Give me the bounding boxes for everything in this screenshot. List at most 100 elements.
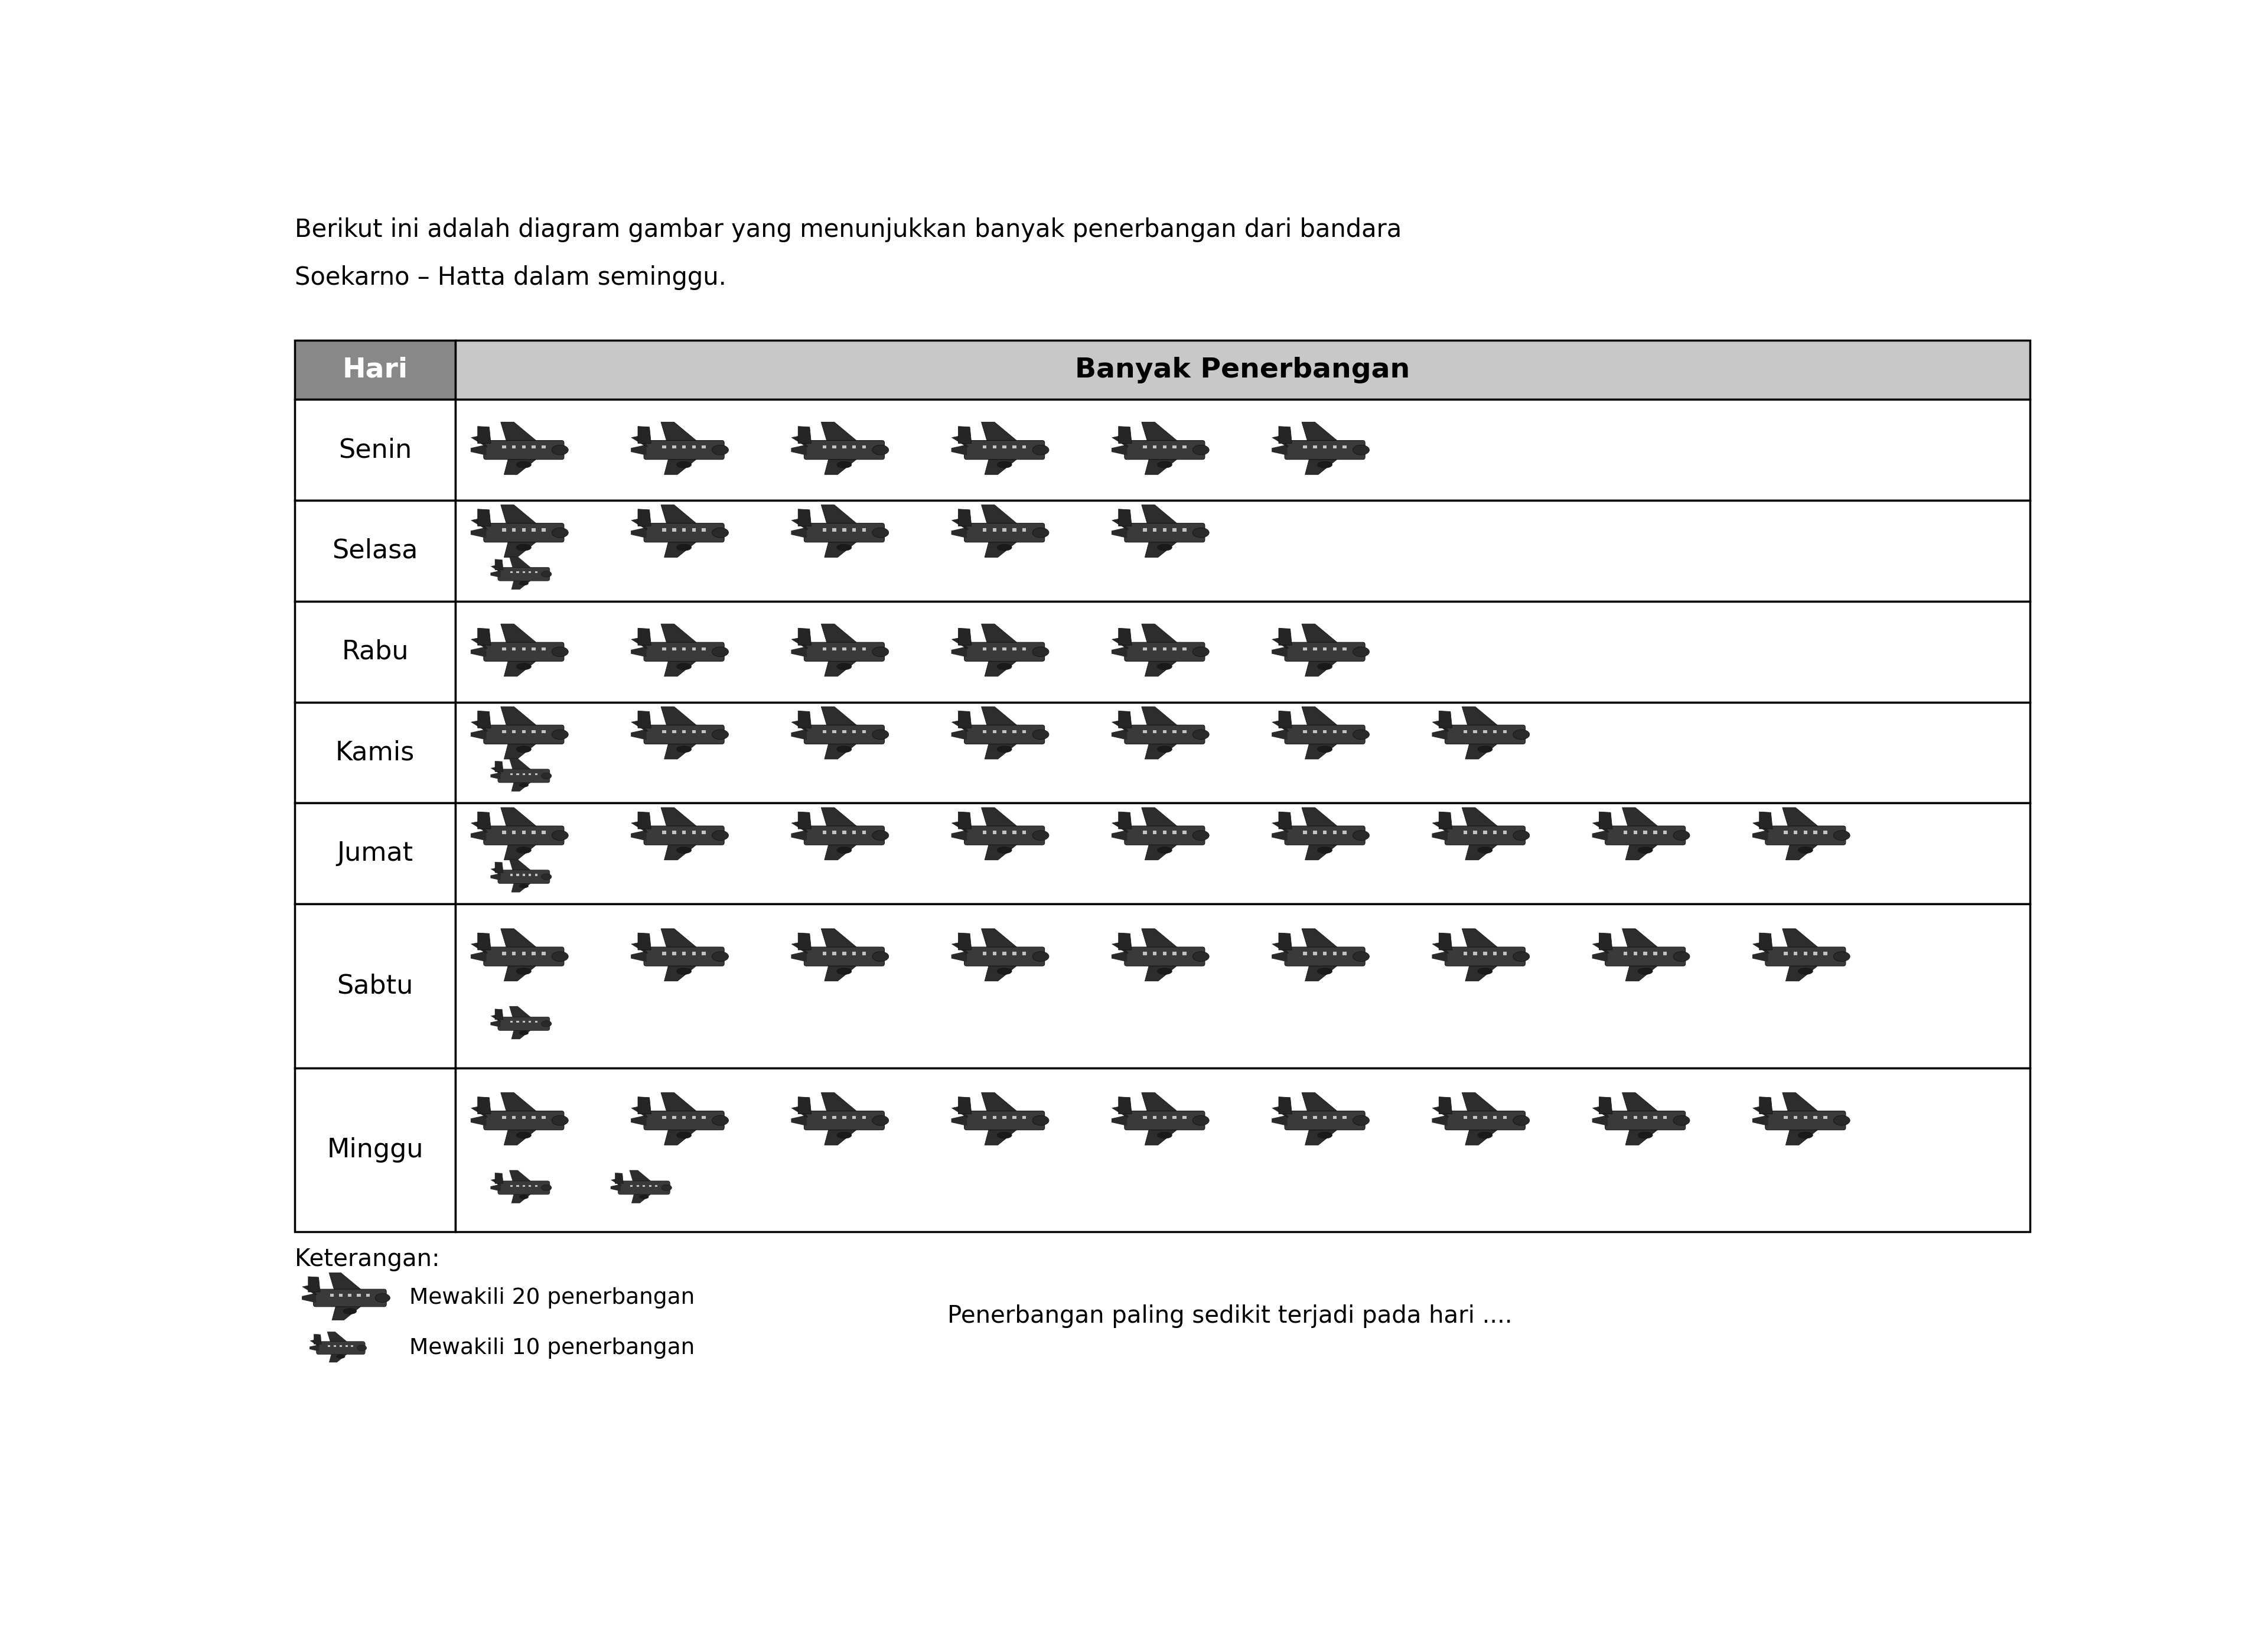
Polygon shape [1145, 538, 1182, 558]
Bar [535, 571, 538, 573]
Polygon shape [1626, 962, 1662, 982]
Ellipse shape [1352, 1115, 1370, 1125]
Polygon shape [798, 426, 812, 444]
Bar [683, 1115, 685, 1119]
Text: Kamis: Kamis [336, 739, 415, 766]
Ellipse shape [1032, 729, 1048, 739]
Ellipse shape [1193, 830, 1209, 840]
Bar [853, 647, 855, 650]
Polygon shape [631, 729, 646, 739]
Polygon shape [959, 426, 971, 444]
Polygon shape [494, 1173, 503, 1183]
Bar [542, 952, 547, 955]
Bar [1463, 1115, 1467, 1119]
Bar [501, 446, 506, 449]
Polygon shape [501, 624, 540, 645]
Bar [853, 1115, 855, 1119]
Ellipse shape [1157, 1132, 1173, 1138]
FancyBboxPatch shape [313, 1289, 386, 1307]
Bar [993, 952, 996, 955]
Ellipse shape [336, 1355, 345, 1358]
Bar [1313, 446, 1318, 449]
Bar [522, 528, 526, 531]
Polygon shape [1111, 721, 1129, 731]
Bar [356, 1294, 361, 1297]
Polygon shape [798, 1097, 812, 1114]
Ellipse shape [1513, 830, 1529, 840]
Polygon shape [1626, 842, 1662, 860]
Bar [853, 528, 855, 531]
Polygon shape [1111, 1107, 1129, 1117]
Bar [531, 1115, 535, 1119]
Polygon shape [959, 629, 971, 645]
Polygon shape [1145, 741, 1182, 759]
Polygon shape [637, 426, 651, 444]
Polygon shape [637, 812, 651, 828]
Ellipse shape [1352, 729, 1370, 739]
Bar [1783, 832, 1787, 835]
Bar [1343, 647, 1347, 650]
Polygon shape [1599, 812, 1613, 828]
Polygon shape [490, 767, 501, 774]
Bar [841, 952, 846, 955]
FancyBboxPatch shape [483, 523, 565, 543]
Ellipse shape [517, 663, 531, 670]
FancyBboxPatch shape [483, 724, 565, 744]
FancyBboxPatch shape [644, 523, 723, 543]
Polygon shape [1592, 830, 1608, 840]
Bar [522, 874, 526, 876]
Text: Hari: Hari [342, 356, 408, 383]
Polygon shape [1118, 426, 1132, 444]
Polygon shape [1272, 942, 1288, 954]
FancyBboxPatch shape [1125, 724, 1204, 744]
Polygon shape [510, 860, 533, 873]
Polygon shape [660, 1092, 701, 1114]
Bar [1313, 729, 1318, 733]
Polygon shape [1304, 962, 1340, 982]
Polygon shape [1111, 942, 1129, 954]
Polygon shape [953, 528, 966, 538]
Polygon shape [1304, 455, 1340, 475]
Polygon shape [327, 1332, 349, 1345]
Bar [1633, 1115, 1637, 1119]
FancyBboxPatch shape [964, 827, 1046, 845]
Polygon shape [1279, 426, 1293, 444]
Bar [531, 952, 535, 955]
Ellipse shape [1032, 647, 1048, 657]
Polygon shape [1118, 510, 1132, 526]
Ellipse shape [712, 729, 728, 739]
Ellipse shape [998, 545, 1012, 551]
Bar [1152, 647, 1157, 650]
Bar [1313, 1115, 1318, 1119]
Polygon shape [501, 422, 540, 444]
Bar [1173, 1115, 1177, 1119]
Bar [1334, 446, 1336, 449]
Ellipse shape [676, 846, 692, 853]
Bar [701, 446, 705, 449]
Ellipse shape [1513, 952, 1529, 962]
Bar [347, 1294, 352, 1297]
Ellipse shape [1157, 746, 1173, 752]
Polygon shape [472, 942, 488, 954]
FancyBboxPatch shape [644, 1110, 723, 1130]
Ellipse shape [873, 729, 889, 739]
Bar [1483, 729, 1488, 733]
Ellipse shape [873, 952, 889, 962]
Bar [1794, 832, 1799, 835]
Bar [1002, 1115, 1007, 1119]
Bar [841, 1115, 846, 1119]
Bar [982, 446, 987, 449]
Bar [671, 528, 676, 531]
Bar [862, 729, 866, 733]
Text: Berikut ini adalah diagram gambar yang menunjukkan banyak penerbangan dari banda: Berikut ini adalah diagram gambar yang m… [295, 218, 1402, 243]
Bar [671, 446, 676, 449]
Bar [692, 647, 696, 650]
Polygon shape [472, 830, 485, 840]
Polygon shape [1599, 1097, 1613, 1114]
Polygon shape [953, 436, 968, 447]
Polygon shape [984, 962, 1021, 982]
Polygon shape [308, 1277, 320, 1292]
Bar [1334, 647, 1336, 650]
Bar [655, 1185, 658, 1186]
Bar [841, 647, 846, 650]
